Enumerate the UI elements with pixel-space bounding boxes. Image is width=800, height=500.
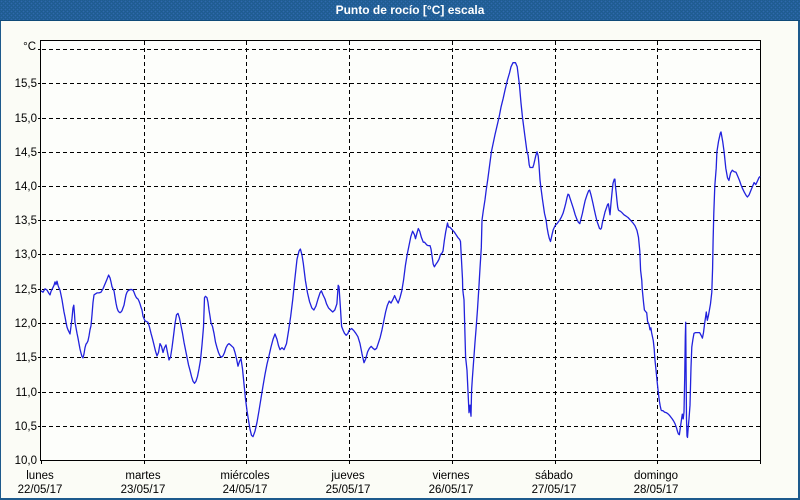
svg-text:11,0: 11,0	[15, 387, 37, 399]
svg-text:°C: °C	[23, 41, 36, 53]
svg-text:domingo: domingo	[634, 470, 678, 482]
svg-text:28/05/17: 28/05/17	[634, 484, 679, 496]
svg-text:12,5: 12,5	[15, 284, 37, 296]
svg-text:10,5: 10,5	[15, 421, 37, 433]
svg-text:11,5: 11,5	[15, 352, 37, 364]
svg-text:25/05/17: 25/05/17	[326, 484, 371, 496]
svg-text:sábado: sábado	[535, 470, 573, 482]
svg-text:martes: martes	[125, 470, 160, 482]
svg-text:22/05/17: 22/05/17	[18, 484, 63, 496]
svg-text:14,5: 14,5	[15, 147, 37, 159]
svg-text:lunes: lunes	[26, 470, 54, 482]
svg-text:15,0: 15,0	[15, 113, 37, 125]
svg-text:26/05/17: 26/05/17	[429, 484, 474, 496]
svg-text:viernes: viernes	[432, 470, 469, 482]
svg-text:13,0: 13,0	[15, 249, 37, 261]
svg-text:23/05/17: 23/05/17	[121, 484, 166, 496]
svg-text:13,5: 13,5	[15, 215, 37, 227]
svg-text:15,5: 15,5	[15, 78, 37, 90]
svg-text:27/05/17: 27/05/17	[532, 484, 577, 496]
svg-text:jueves: jueves	[330, 470, 364, 482]
svg-text:12,0: 12,0	[15, 318, 37, 330]
svg-text:miércoles: miércoles	[220, 470, 269, 482]
svg-text:24/05/17: 24/05/17	[223, 484, 268, 496]
svg-text:14,0: 14,0	[15, 181, 37, 193]
svg-text:10,0: 10,0	[15, 455, 37, 467]
